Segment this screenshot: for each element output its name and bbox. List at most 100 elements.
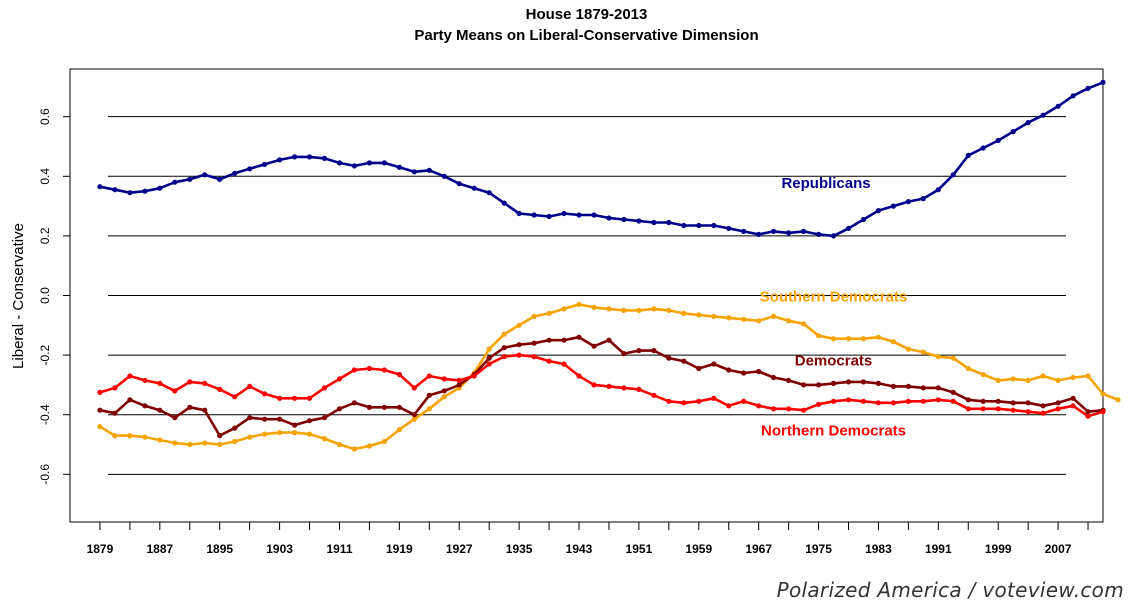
democrats-point (1070, 395, 1076, 401)
republicans-point (756, 231, 762, 237)
democrats-point (351, 400, 357, 406)
northern-democrats-point (531, 354, 537, 360)
democrats-point (860, 379, 867, 385)
x-tick-label: 1895 (206, 542, 233, 556)
southern-democrats-point (1025, 377, 1031, 383)
y-axis-label: Liberal - Conservative (10, 223, 27, 369)
northern-democrats-point (1025, 409, 1031, 415)
southern-democrats-point (786, 318, 792, 324)
southern-democrats-point (1040, 373, 1046, 379)
republicans-point (591, 212, 597, 218)
southern-democrats-point (112, 433, 118, 439)
southern-democrats-point (681, 310, 687, 316)
democrats-point (1085, 409, 1091, 415)
northern-democrats-point (501, 354, 507, 360)
southern-democrats-point (351, 446, 357, 452)
democrats-label: Democrats (795, 353, 873, 370)
republicans-point (1085, 85, 1091, 91)
democrats-point (576, 334, 582, 340)
democrats-point (277, 416, 283, 422)
republicans-point (561, 210, 567, 217)
southern-democrats-point (920, 349, 926, 355)
northern-democrats-point (381, 367, 387, 373)
democrats-point (441, 388, 447, 394)
southern-democrats-point (381, 438, 387, 445)
northern-democrats-point (801, 407, 807, 413)
southern-democrats-point (531, 313, 537, 319)
southern-democrats-point (606, 306, 612, 312)
northern-democrats-point (426, 373, 432, 379)
southern-democrats-point (935, 354, 941, 360)
southern-democrats-point (127, 433, 133, 439)
northern-democrats-point (366, 365, 372, 372)
democrats-point (1025, 400, 1031, 406)
democrats-point (950, 389, 956, 395)
southern-democrats-point (801, 321, 807, 327)
republicans-point (546, 213, 552, 220)
northern-democrats-point (351, 367, 357, 373)
republicans-point (486, 190, 492, 196)
republicans-point (576, 212, 582, 218)
republicans-point (1010, 129, 1016, 135)
republicans-label: Republicans (781, 175, 870, 192)
republicans-point (696, 222, 702, 229)
democrats-point (501, 345, 507, 351)
southern-democrats-label: Southern Democrats (760, 288, 908, 305)
democrats-point (681, 358, 687, 364)
republicans-point (306, 154, 313, 160)
democrats-point (426, 392, 432, 398)
southern-democrats-point (516, 322, 522, 328)
southern-democrats-point (501, 331, 507, 337)
republicans-point (1070, 93, 1076, 99)
republicans-point (157, 185, 163, 191)
southern-democrats-point (1100, 391, 1106, 397)
southern-democrats-point (995, 377, 1001, 383)
northern-democrats-point (232, 394, 238, 400)
y-tick-label: 0.0 (38, 287, 52, 304)
democrats-point (202, 407, 208, 413)
democrats-point (830, 380, 837, 386)
republicans-point (935, 187, 941, 193)
democrats-point (321, 415, 328, 421)
republicans-point (217, 176, 223, 182)
democrats-point (696, 365, 702, 372)
northern-democrats-point (576, 373, 582, 379)
democrats-point (127, 397, 133, 403)
chart-subtitle: Party Means on Liberal-Conservative Dime… (414, 27, 759, 44)
northern-democrats-point (621, 385, 627, 391)
southern-democrats-point (816, 333, 822, 339)
republicans-point (336, 160, 343, 166)
northern-democrats-point (396, 371, 402, 378)
southern-democrats-point (1085, 373, 1091, 379)
democrats-point (97, 407, 103, 413)
republicans-point (396, 164, 402, 170)
northern-democrats-point (651, 392, 657, 398)
democrats-point (366, 404, 372, 410)
southern-democrats-point (546, 310, 552, 316)
northern-democrats-point (980, 406, 986, 412)
northern-democrats-point (411, 385, 417, 391)
republicans-point (666, 219, 672, 226)
democrats-point (905, 383, 912, 389)
northern-democrats-point (741, 398, 747, 404)
democrats-point (621, 351, 627, 357)
southern-democrats-point (561, 306, 567, 312)
southern-democrats-point (845, 336, 852, 342)
southern-democrats-point (336, 441, 343, 448)
y-tick-label: -0.4 (38, 404, 52, 425)
republicans-point (142, 188, 148, 194)
democrats-point (920, 385, 926, 391)
republicans-point (292, 154, 298, 160)
democrats-point (1010, 400, 1016, 406)
democrats-point (711, 361, 717, 367)
democrats-point (561, 337, 567, 343)
republicans-point (980, 145, 986, 151)
southern-democrats-point (232, 438, 238, 445)
southern-democrats-point (217, 441, 223, 448)
northern-democrats-point (606, 383, 612, 389)
republicans-point (771, 228, 777, 234)
democrats-point (262, 416, 268, 422)
republicans-point (202, 172, 208, 178)
southern-democrats-point (486, 346, 492, 352)
southern-democrats-point (292, 430, 298, 436)
